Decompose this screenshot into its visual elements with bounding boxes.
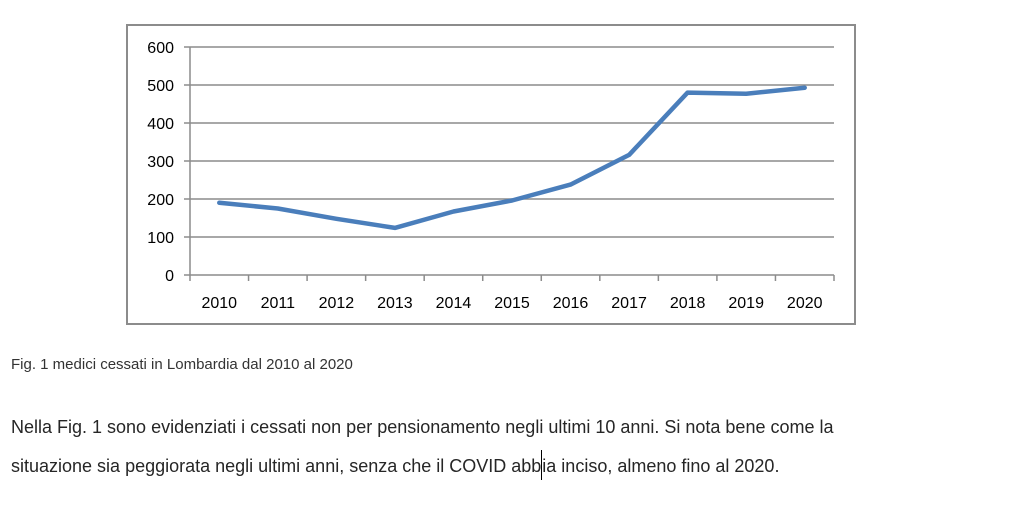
x-tick-label: 2020	[787, 295, 823, 312]
data-point	[570, 184, 572, 186]
x-tick-labels: 2010 2011 2012 2013 2014 2015 2016 2017 2018 2019…	[201, 295, 822, 312]
x-tick-label: 2016	[553, 295, 589, 312]
x-tick-label: 2017	[611, 295, 647, 312]
y-tick-label: 400	[147, 116, 174, 133]
paragraph-line-2-before-cursor[interactable]: situazione sia peggiorata negli ultimi a…	[11, 456, 542, 476]
x-tick-label: 2013	[377, 295, 413, 312]
x-tick-label: 2018	[670, 295, 706, 312]
x-tick-label: 2014	[436, 295, 472, 312]
paragraph-line-2-after-cursor[interactable]: ia inciso, almeno fino al 2020.	[542, 456, 780, 476]
series-line	[217, 85, 807, 231]
data-point	[277, 208, 279, 209]
data-point	[511, 200, 513, 202]
text-cursor	[541, 450, 543, 481]
y-tick-label: 200	[147, 192, 174, 209]
x-tick-label: 2011	[261, 295, 296, 312]
data-point	[687, 92, 689, 94]
x-tick-label: 2010	[201, 295, 237, 312]
data-point	[335, 218, 337, 220]
y-tick-label: 300	[147, 154, 174, 171]
data-point	[804, 87, 806, 89]
figure-caption: Fig. 1 medici cessati in Lombardia dal 2…	[11, 356, 353, 373]
x-tick-label: 2015	[494, 295, 530, 312]
data-point	[394, 227, 396, 229]
line-chart: 0 100 200 300 400 500 600 2010 2011 2012 2013 2014…	[147, 40, 835, 312]
y-tick-label: 600	[147, 40, 174, 57]
paragraph-line-1[interactable]: Nella Fig. 1 sono evidenziati i cessati …	[11, 417, 834, 437]
x-tick-label: 2019	[728, 295, 764, 312]
y-tick-labels: 0 100 200 300 400 500 600	[147, 40, 174, 285]
axes	[184, 46, 835, 281]
data-point	[452, 211, 454, 213]
paragraph-line-2[interactable]: situazione sia peggiorata negli ultimi a…	[11, 447, 1001, 486]
y-tick-label: 500	[147, 78, 174, 95]
y-tick-label: 0	[165, 268, 174, 285]
y-tick-label: 100	[147, 230, 174, 247]
gridlines	[190, 46, 834, 238]
chart-frame: 0 100 200 300 400 500 600 2010 2011 2012 2013 2014…	[126, 24, 856, 325]
data-point	[218, 202, 220, 204]
data-point	[745, 93, 747, 95]
series-layer	[217, 85, 807, 231]
data-point	[628, 154, 630, 156]
body-paragraph[interactable]: Nella Fig. 1 sono evidenziati i cessati …	[11, 408, 1001, 486]
x-tick-label: 2012	[319, 295, 355, 312]
